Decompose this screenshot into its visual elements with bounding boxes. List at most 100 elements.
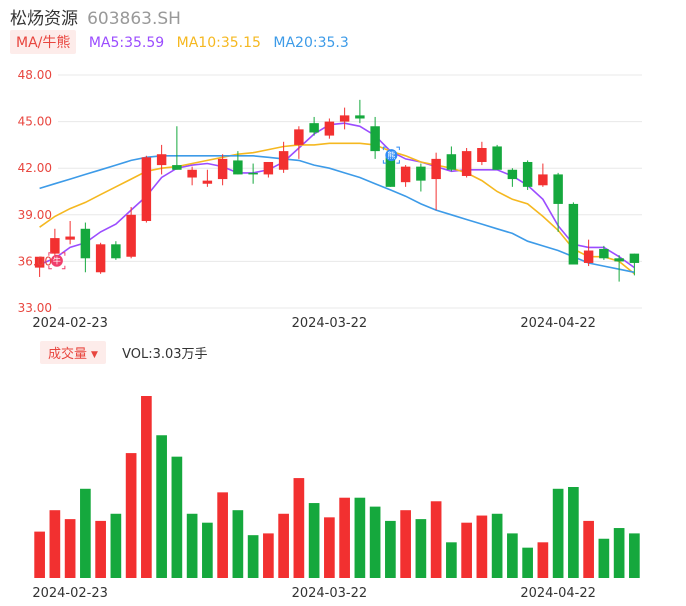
marker-badge: [50, 254, 63, 267]
candle: [202, 169, 213, 187]
candle-body: [294, 129, 304, 145]
volume-bar: [583, 520, 594, 578]
y-tick-label: 39.00: [18, 208, 52, 222]
candle-body: [416, 166, 426, 181]
candle: [477, 141, 487, 166]
ma-indicator-selector[interactable]: MA/牛熊: [10, 30, 77, 54]
candle-body: [309, 123, 319, 133]
candle: [34, 256, 45, 277]
marker-bracket: [396, 146, 400, 151]
candle: [172, 126, 182, 170]
volume-bars: [34, 396, 640, 578]
volume-bar: [476, 515, 488, 578]
volume-bar: [552, 488, 564, 578]
marker-bracket: [48, 252, 52, 256]
candle-body: [141, 157, 152, 222]
candle: [156, 144, 167, 175]
volume-bar: [522, 547, 533, 578]
x-tick-label: 2024-04-22: [520, 586, 596, 601]
ma10-legend: MA10:35.15: [176, 35, 261, 51]
y-tick-label: 48.00: [18, 68, 52, 82]
candle: [492, 144, 502, 170]
ma5-legend: MA5:35.59: [88, 35, 165, 51]
candle: [248, 163, 258, 184]
candle-body: [355, 115, 365, 119]
volume-bar: [446, 542, 457, 578]
candle-body: [95, 244, 106, 273]
volume-bar: [263, 533, 274, 578]
candle-body: [65, 236, 75, 240]
candle-body: [400, 166, 411, 183]
volume-bar: [49, 510, 61, 578]
candle-body: [370, 126, 380, 152]
candle-body: [217, 158, 228, 180]
candle: [553, 172, 563, 232]
candle-body: [156, 154, 167, 166]
candle-body: [233, 160, 243, 175]
stock-name: 松炀资源: [10, 9, 78, 29]
marker-glyph: 熊: [387, 150, 395, 160]
marker-glyph: 牛: [53, 256, 61, 266]
volume-bar: [354, 497, 366, 578]
volume-bar: [293, 478, 305, 578]
marker-bracket: [48, 265, 52, 270]
ma10-line: [39, 142, 635, 275]
candle-body: [614, 258, 624, 262]
marker-bracket: [61, 252, 66, 256]
candle: [263, 161, 274, 178]
candle-body: [461, 151, 472, 176]
x-tick-label: 2024-02-23: [32, 316, 108, 331]
volume-tag-label: 成交量: [48, 347, 88, 362]
candle-body: [80, 228, 91, 259]
volume-indicator-selector[interactable]: 成交量 ▼: [40, 341, 106, 364]
volume-bar: [186, 513, 198, 578]
volume-bar: [202, 522, 213, 578]
candle-body: [34, 256, 45, 268]
candle: [324, 118, 335, 139]
bull-marker-icon[interactable]: 牛: [48, 252, 66, 270]
caret-down-icon: ▼: [91, 350, 98, 360]
candle: [538, 163, 548, 187]
ma-legend: MA/牛熊 MA5:35.59 MA10:35.15 MA20:35.3: [10, 30, 349, 54]
candle-body: [50, 238, 60, 254]
volume-bar: [247, 535, 259, 578]
volume-bar: [629, 533, 640, 578]
volume-value: VOL:3.03万手: [122, 347, 208, 362]
volume-bar: [339, 497, 350, 578]
candle-body: [583, 250, 594, 263]
volume-bar: [34, 531, 45, 578]
candle-body: [172, 165, 182, 170]
candle-body: [522, 161, 533, 187]
candle: [50, 228, 60, 257]
candle: [599, 245, 609, 260]
volume-bar: [156, 435, 167, 578]
volume-bar: [385, 520, 396, 578]
candle: [95, 242, 106, 274]
stock-code: 603863.SH: [87, 9, 181, 29]
volume-bar: [613, 528, 625, 578]
marker-badge: [385, 149, 398, 162]
candle-body: [538, 174, 548, 186]
chart-header: 松炀资源 603863.SH: [10, 4, 181, 29]
ma20-line: [39, 155, 635, 274]
bear-marker-icon[interactable]: 熊: [382, 146, 400, 164]
candle: [187, 166, 197, 186]
price-axis: 48.00 45.00 42.00 39.00 36.00 33.00: [18, 68, 52, 315]
volume-bar: [491, 513, 503, 578]
candle: [111, 241, 121, 260]
candle: [65, 221, 75, 245]
candle: [461, 148, 472, 178]
marker-bracket: [382, 146, 387, 151]
volume-bar: [507, 533, 518, 578]
candle-body: [278, 151, 289, 170]
bull-bear-markers: 牛熊: [48, 146, 400, 270]
candle: [446, 146, 457, 172]
candle: [339, 107, 350, 130]
candle: [141, 155, 152, 223]
candle: [507, 168, 518, 187]
candle-body: [324, 121, 335, 136]
volume-bar: [324, 517, 335, 578]
marker-bracket: [396, 160, 400, 164]
volume-bar: [537, 542, 549, 578]
